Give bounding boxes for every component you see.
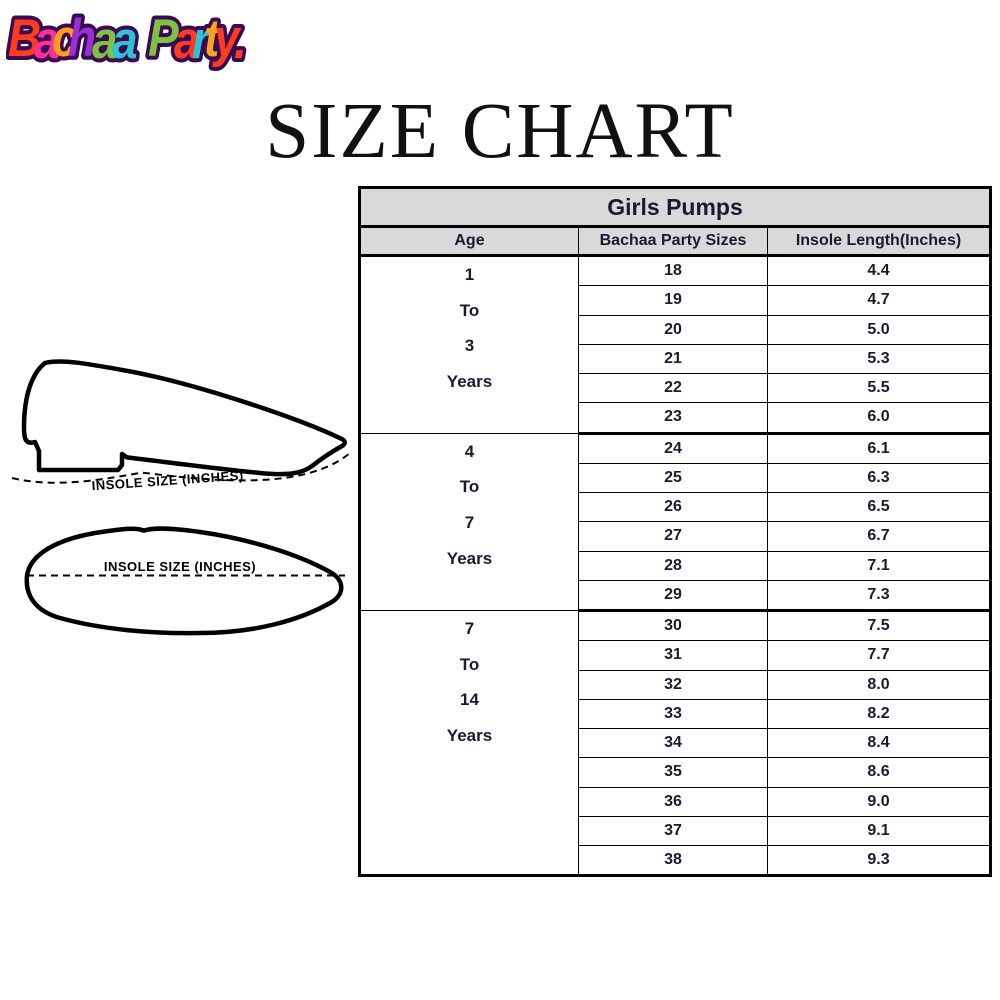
svg-text:a: a [112,10,138,70]
svg-text:INSOLE SIZE (INCHES): INSOLE SIZE (INCHES) [104,559,256,574]
svg-text:.: . [234,10,247,70]
